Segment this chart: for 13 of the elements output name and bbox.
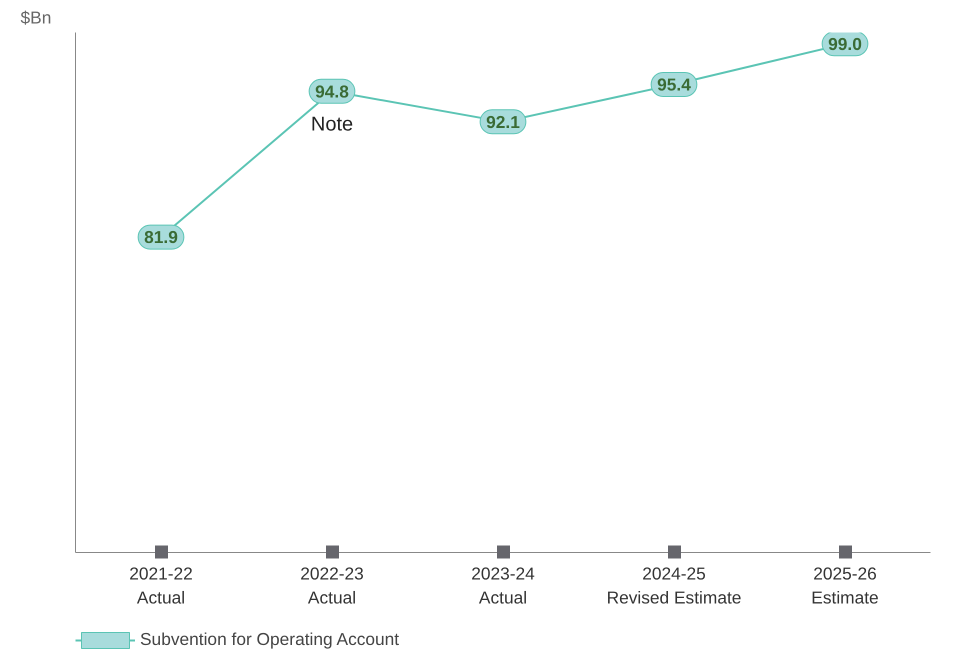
data-label: 81.9 [144,227,178,248]
data-label: 92.1 [486,112,520,132]
x-tick-label: 2022-23 Actual [300,564,364,608]
data-label: 95.4 [657,74,692,94]
data-label: 94.8 [315,81,350,102]
x-tick-label: 2023-24 Actual [471,564,536,608]
x-tick-label: 2021-22 Actual [129,564,193,608]
legend-label: Subvention for Operating Account [140,629,400,650]
y-axis-title: $Bn [20,8,52,28]
x-tick-label: 2025-26 Estimate [811,564,879,608]
x-tick-label: 2024-25 Revised Estimate [606,564,742,608]
annotation: Note [310,113,354,136]
data-label: 99.0 [828,34,862,54]
